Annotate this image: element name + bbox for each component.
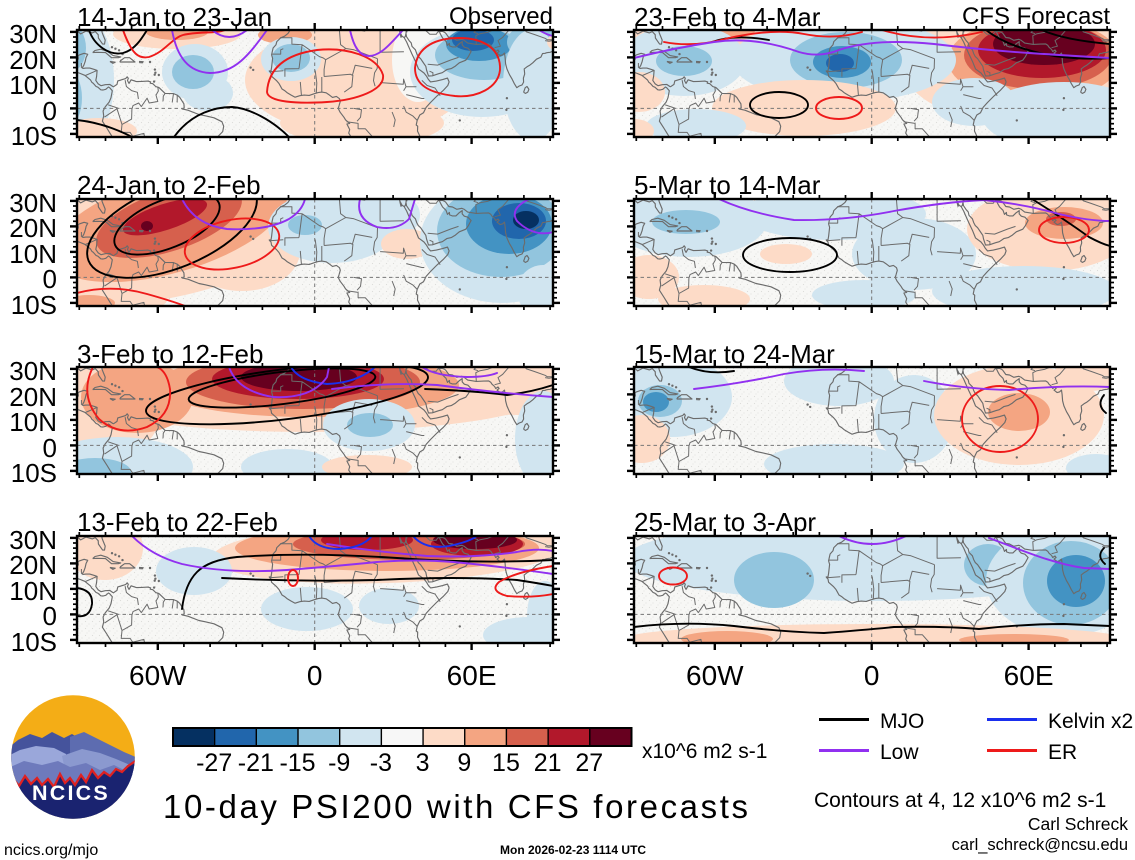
svg-text:NCICS: NCICS	[32, 781, 110, 805]
